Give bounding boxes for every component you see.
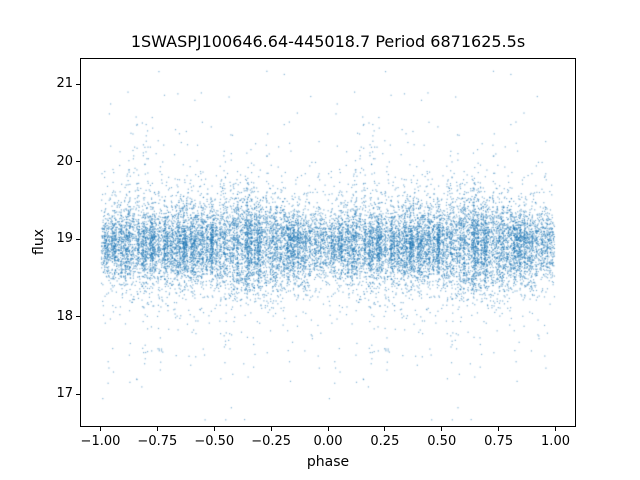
y-tick-label: 20: [56, 153, 73, 169]
x-tick-label: −0.75: [137, 434, 178, 449]
x-tick-label: 0.00: [313, 434, 343, 449]
x-tick-mark: [99, 427, 101, 431]
y-tick-mark: [76, 83, 80, 85]
y-tick-mark: [76, 238, 80, 240]
x-tick-mark: [327, 427, 329, 431]
x-tick-label: 1.00: [541, 434, 570, 449]
x-tick-mark: [498, 427, 500, 431]
x-tick-mark: [213, 427, 215, 431]
x-tick-label: 0.75: [484, 434, 514, 449]
x-tick-mark: [441, 427, 443, 431]
x-tick-mark: [156, 427, 158, 431]
x-tick-label: −1.00: [80, 434, 121, 449]
y-tick-mark: [76, 393, 80, 395]
y-tick-label: 21: [56, 76, 73, 92]
x-tick-label: −0.50: [194, 434, 235, 449]
x-axis-label: phase: [306, 454, 350, 470]
y-tick-mark: [76, 161, 80, 163]
y-tick-label: 19: [56, 231, 73, 247]
x-tick-label: 0.25: [370, 434, 400, 449]
chart-title: 1SWASPJ100646.64-445018.7 Period 6871625…: [130, 32, 526, 51]
x-tick-mark: [270, 427, 272, 431]
y-tick-label: 17: [56, 386, 73, 402]
plot-area: [80, 58, 576, 427]
x-tick-label: −0.25: [251, 434, 292, 449]
x-tick-mark: [555, 427, 557, 431]
y-tick-label: 18: [56, 308, 73, 324]
scatter-series: [81, 59, 575, 426]
y-tick-mark: [76, 316, 80, 318]
x-tick-label: 0.50: [427, 434, 457, 449]
x-tick-mark: [384, 427, 386, 431]
